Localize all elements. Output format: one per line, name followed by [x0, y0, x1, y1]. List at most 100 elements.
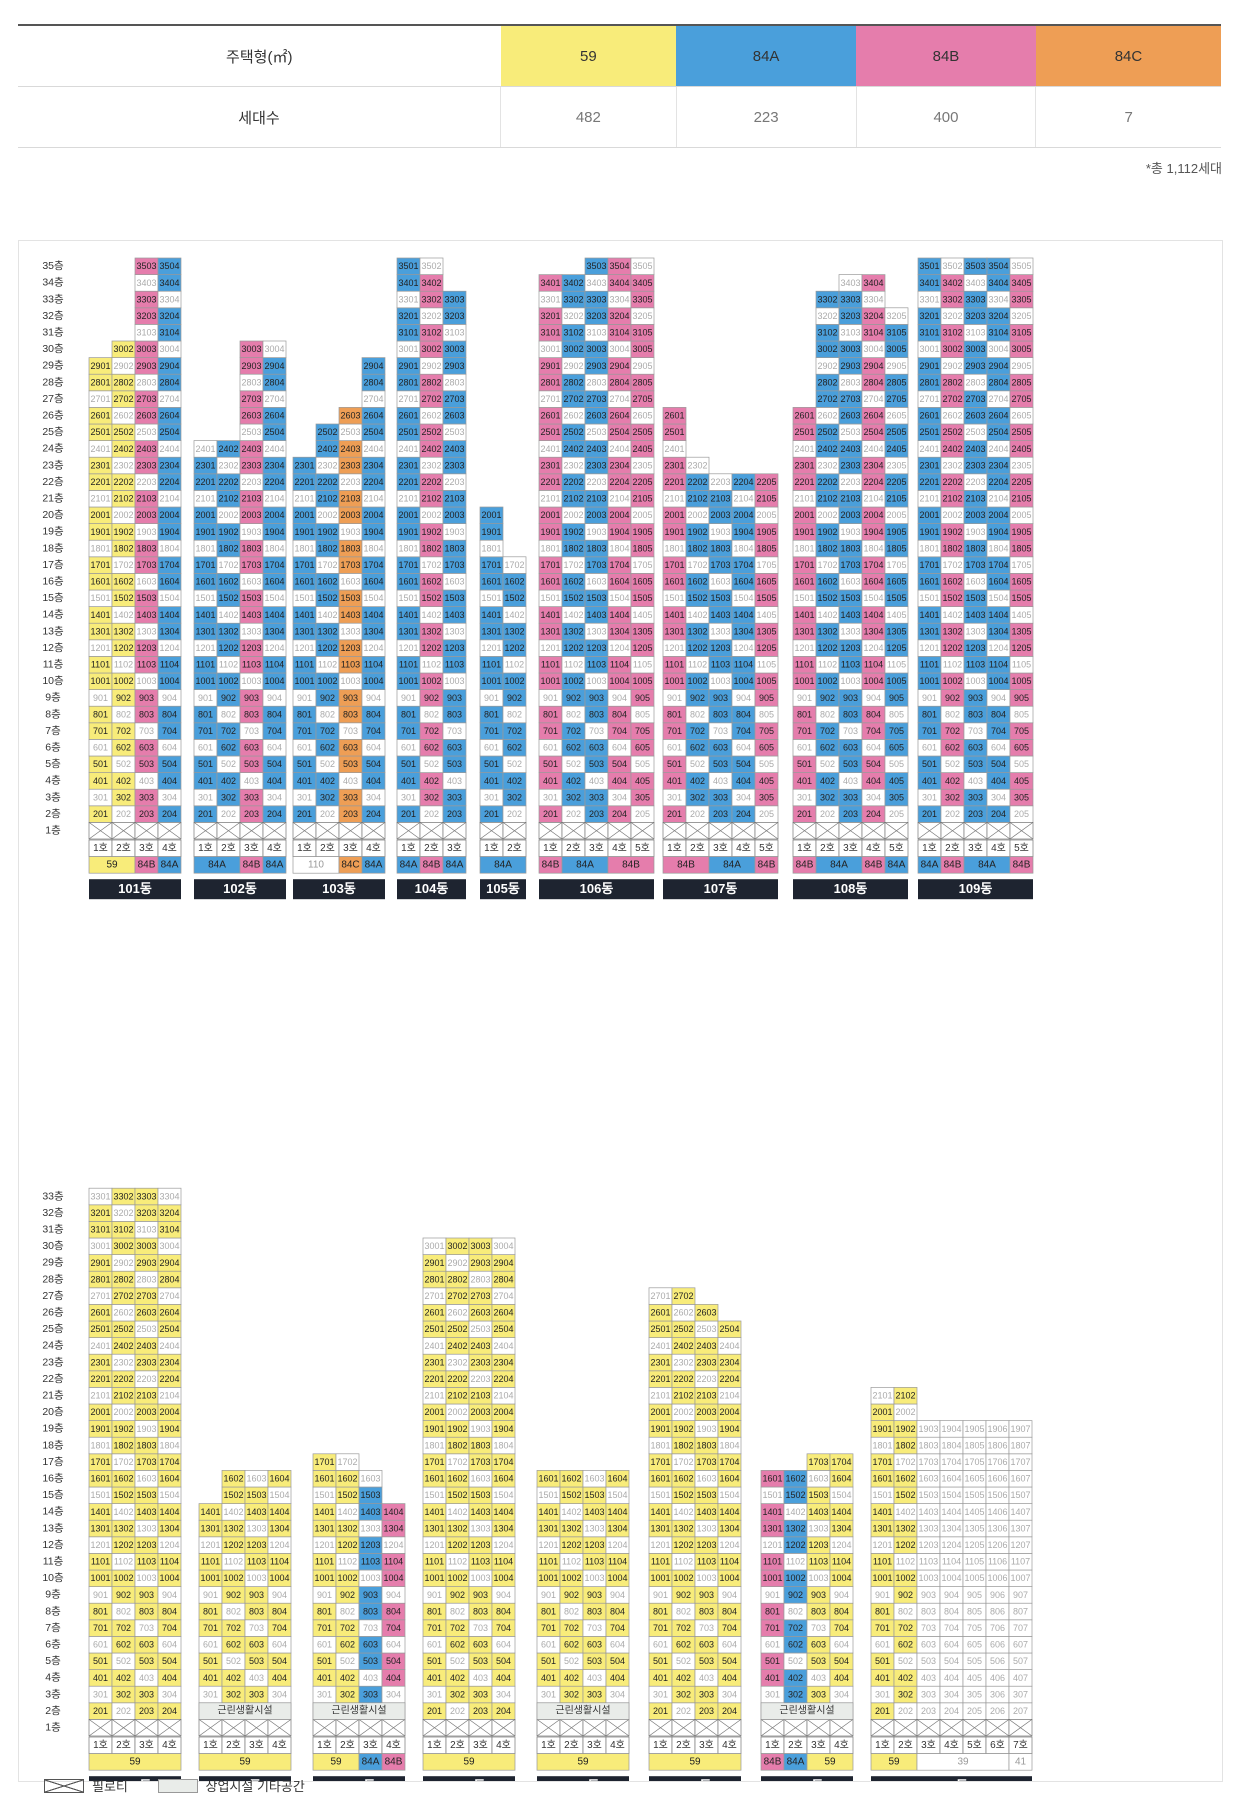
- unit-number: 2401: [650, 1341, 670, 1351]
- unit-number: 2601: [90, 411, 110, 421]
- unit-number: 1803: [136, 1440, 156, 1450]
- unit-number: 1105: [887, 660, 906, 670]
- unit-number: 1006: [987, 1573, 1007, 1583]
- unit-number: 1103: [697, 1557, 716, 1567]
- unit-number: 1502: [504, 593, 524, 603]
- unit-index-label: 4호: [162, 842, 177, 854]
- floor-label: 2층: [45, 808, 61, 820]
- floor-label: 16층: [42, 575, 64, 587]
- unit-number: 1104: [265, 660, 284, 670]
- unit-number: 1304: [383, 1523, 403, 1533]
- unit-number: 903: [968, 693, 983, 703]
- unit-number: 1401: [195, 610, 215, 620]
- unit-number: 1401: [314, 1507, 334, 1517]
- unit-number: 1802: [895, 1440, 915, 1450]
- unit-number: 901: [922, 693, 937, 703]
- unit-number: 1103: [587, 660, 606, 670]
- floor-label: 16층: [42, 1472, 64, 1484]
- unit-number: 205: [967, 1706, 982, 1716]
- unit-number: 2805: [632, 377, 652, 387]
- unit-number: 401: [317, 1673, 332, 1683]
- unit-number: 1004: [831, 1573, 851, 1583]
- unit-number: 1602: [817, 577, 837, 587]
- unit-index-label: 1호: [484, 842, 499, 854]
- unit-number: 2504: [264, 427, 284, 437]
- unit-number: 2201: [919, 477, 939, 487]
- unit-number: 1401: [90, 1507, 110, 1517]
- unit-number: 1002: [337, 1573, 357, 1583]
- unit-number: 2201: [540, 477, 560, 487]
- unit-number: 701: [543, 726, 558, 736]
- unit-number: 605: [967, 1640, 982, 1650]
- unit-number: 1703: [470, 1457, 490, 1467]
- unit-number: 1402: [113, 610, 133, 620]
- unit-number: 1403: [840, 610, 860, 620]
- unit-number: 1001: [650, 1573, 670, 1583]
- unit-number: 305: [889, 792, 904, 802]
- unit-number: 2702: [447, 1291, 467, 1301]
- unit-number: 1704: [159, 560, 179, 570]
- unit-number: 2705: [886, 394, 906, 404]
- unit-number: 1204: [269, 1540, 289, 1550]
- unit-number: 3103: [840, 328, 860, 338]
- unit-number: 3302: [942, 294, 962, 304]
- unit-number: 3003: [586, 344, 606, 354]
- unit-number: 1404: [863, 610, 883, 620]
- unit-number: 1703: [808, 1457, 828, 1467]
- unit-number: 2002: [317, 510, 337, 520]
- unit-number: 2304: [159, 1357, 179, 1367]
- type-bar-label: 39: [957, 1757, 969, 1768]
- unit-number: 2301: [195, 460, 215, 470]
- unit-number: 2102: [895, 1391, 915, 1401]
- unit-number: 2804: [159, 377, 179, 387]
- unit-number: 1802: [317, 543, 337, 553]
- unit-number: 1003: [470, 1573, 490, 1583]
- unit-number: 1302: [785, 1523, 805, 1533]
- unit-number: 2802: [817, 377, 837, 387]
- unit-number: 905: [1014, 693, 1029, 703]
- unit-number: 802: [945, 709, 960, 719]
- unit-number: 1304: [988, 626, 1008, 636]
- unit-number: 403: [921, 1673, 936, 1683]
- unit-number: 2004: [159, 510, 179, 520]
- unit-number: 1901: [650, 1424, 670, 1434]
- piloti-diagonal: [134, 822, 159, 840]
- unit-number: 1404: [363, 610, 383, 620]
- unit-number: 3305: [1011, 294, 1031, 304]
- unit-number: 1401: [538, 1507, 558, 1517]
- unit-number: 1404: [988, 610, 1008, 620]
- unit-number: 1002: [563, 676, 583, 686]
- unit-number: 2004: [719, 1407, 739, 1417]
- unit-number: 2301: [424, 1357, 444, 1367]
- unit-number: 1205: [632, 643, 652, 653]
- unit-number: 1102: [219, 660, 238, 670]
- unit-number: 3003: [241, 344, 261, 354]
- unit-number: 3102: [421, 328, 441, 338]
- unit-number: 702: [507, 726, 522, 736]
- unit-number: 1401: [424, 1507, 444, 1517]
- unit-number: 603: [343, 743, 358, 753]
- unit-number: 2904: [159, 1258, 179, 1268]
- type-84c: 84C: [1035, 24, 1221, 87]
- unit-number: 1603: [241, 577, 261, 587]
- unit-number: 501: [484, 759, 499, 769]
- unit-number: 601: [427, 1640, 442, 1650]
- unit-number: 2903: [840, 361, 860, 371]
- unit-number: 1602: [687, 577, 707, 587]
- unit-number: 3105: [632, 328, 652, 338]
- unit-number: 1501: [195, 593, 215, 603]
- unit-number: 1601: [398, 577, 418, 587]
- unit-number: 803: [843, 709, 858, 719]
- unit-number: 1104: [494, 1557, 513, 1567]
- unit-number: 604: [162, 743, 177, 753]
- unit-number: 702: [564, 1623, 579, 1633]
- unit-number: 1903: [696, 1424, 716, 1434]
- unit-number: 501: [297, 759, 312, 769]
- unit-number: 1701: [919, 560, 939, 570]
- unit-number: 2704: [159, 394, 179, 404]
- unit-number: 402: [450, 1673, 465, 1683]
- unit-number: 802: [566, 709, 581, 719]
- unit-number: 1302: [447, 1523, 467, 1533]
- unit-number: 2902: [447, 1258, 467, 1268]
- unit-number: 307: [1013, 1689, 1028, 1699]
